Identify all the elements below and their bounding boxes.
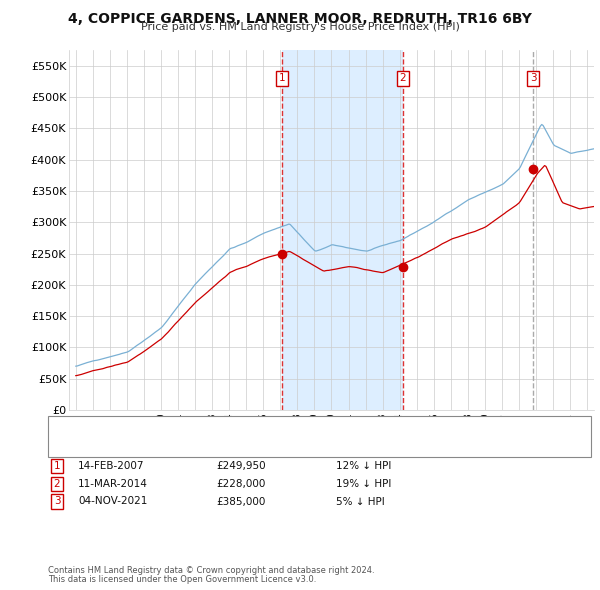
Text: 19% ↓ HPI: 19% ↓ HPI: [336, 479, 391, 489]
Text: 11-MAR-2014: 11-MAR-2014: [78, 479, 148, 489]
Text: 2: 2: [53, 479, 61, 489]
Text: —: —: [59, 438, 68, 453]
Text: 1: 1: [53, 461, 61, 471]
Text: HPI: Average price, detached house, Cornwall: HPI: Average price, detached house, Corn…: [84, 441, 307, 451]
Text: £385,000: £385,000: [216, 497, 265, 506]
Text: 1: 1: [279, 73, 286, 83]
Text: 4, COPPICE GARDENS, LANNER MOOR, REDRUTH, TR16 6BY: 4, COPPICE GARDENS, LANNER MOOR, REDRUTH…: [68, 12, 532, 26]
Text: 14-FEB-2007: 14-FEB-2007: [78, 461, 145, 471]
Text: Contains HM Land Registry data © Crown copyright and database right 2024.: Contains HM Land Registry data © Crown c…: [48, 566, 374, 575]
Text: £249,950: £249,950: [216, 461, 266, 471]
Text: 12% ↓ HPI: 12% ↓ HPI: [336, 461, 391, 471]
Text: 5% ↓ HPI: 5% ↓ HPI: [336, 497, 385, 506]
Text: 3: 3: [53, 497, 61, 506]
Bar: [283, 50, 403, 410]
Text: 4, COPPICE GARDENS, LANNER MOOR, REDRUTH, TR16 6BY (detached house): 4, COPPICE GARDENS, LANNER MOOR, REDRUTH…: [84, 422, 466, 432]
Text: —: —: [59, 420, 68, 435]
Text: This data is licensed under the Open Government Licence v3.0.: This data is licensed under the Open Gov…: [48, 575, 316, 584]
Text: 3: 3: [530, 73, 536, 83]
Text: 2: 2: [400, 73, 406, 83]
Text: £228,000: £228,000: [216, 479, 265, 489]
Text: 04-NOV-2021: 04-NOV-2021: [78, 497, 148, 506]
Text: Price paid vs. HM Land Registry's House Price Index (HPI): Price paid vs. HM Land Registry's House …: [140, 22, 460, 32]
